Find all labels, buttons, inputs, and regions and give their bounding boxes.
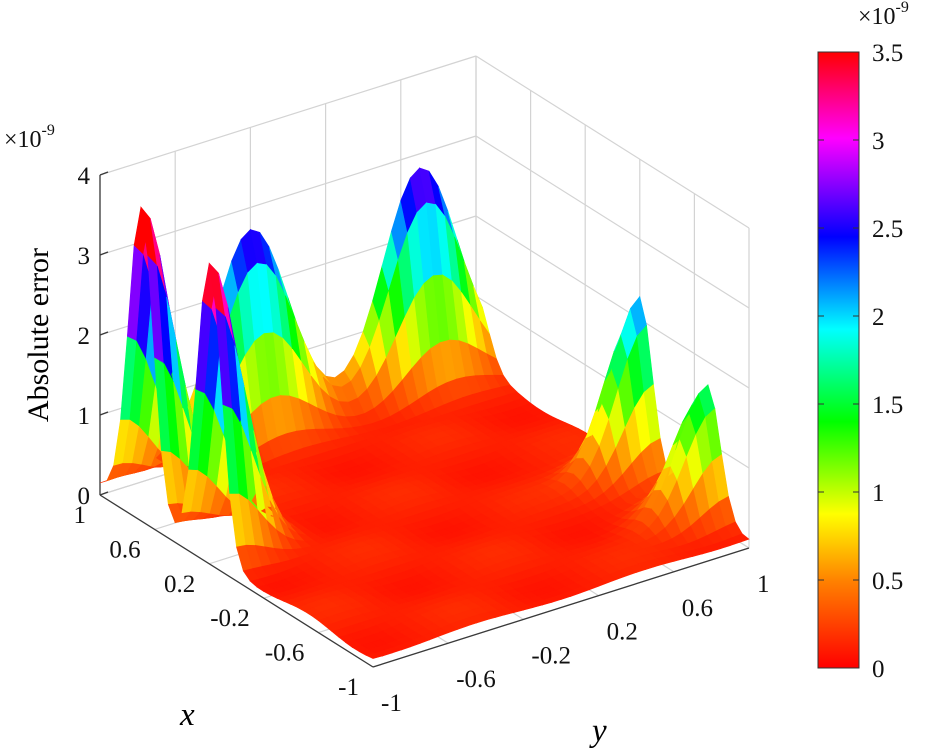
axis-frame <box>99 171 750 668</box>
z-tick-label: 4 <box>78 163 91 190</box>
colorbar-tick-label: 1 <box>872 480 885 507</box>
y-tick-label: -0.2 <box>531 642 571 669</box>
colorbar-tick-label: 2 <box>872 304 885 331</box>
x-tick-label: -1 <box>338 674 359 701</box>
colorbar-tick-label: 3.5 <box>872 40 903 67</box>
y-tick-label: 0.6 <box>682 595 713 622</box>
y-tick-labels: -1 -0.6 -0.2 0.2 0.6 1 <box>381 571 770 717</box>
grid-line <box>99 135 477 256</box>
colorbar-multiplier-label: ×10-9 <box>858 0 909 30</box>
z-tick-mark <box>99 171 109 176</box>
colorbar-tick-labels: 0 0.5 1 1.5 2 2.5 3 3.5 <box>818 40 903 683</box>
x-tick-label: 1 <box>74 502 87 529</box>
colorbar-tick-label: 2.5 <box>872 216 903 243</box>
error-surface <box>99 167 750 659</box>
y-tick-label: 0.2 <box>607 619 638 646</box>
colorbar-gradient <box>817 51 860 669</box>
y-tick-label: 1 <box>757 571 770 598</box>
colorbar-tick-label: 3 <box>872 128 885 155</box>
colorbar: 0 0.5 1 1.5 2 2.5 3 3.5 ×10-9 <box>817 0 909 683</box>
z-multiplier-label: ×10-9 <box>4 122 55 153</box>
colorbar-tick-label: 1.5 <box>872 392 903 419</box>
z-tick-mark <box>99 251 109 256</box>
z-tick-mark <box>99 491 109 496</box>
x-tick-label: 0.2 <box>164 571 195 598</box>
z-tick-mark <box>99 411 109 416</box>
grid-line <box>475 215 750 389</box>
x-tick-label: 0.6 <box>109 536 140 563</box>
y-tick-label: -1 <box>381 690 402 717</box>
z-tick-label: 0 <box>78 483 91 510</box>
x-axis-label: x <box>179 697 195 733</box>
grid-line <box>99 55 477 176</box>
z-tick-label: 2 <box>78 323 91 350</box>
axis-line <box>372 547 750 668</box>
z-tick-label: 3 <box>78 243 91 270</box>
axis-line <box>99 494 374 668</box>
y-tick-label: -0.6 <box>456 666 496 693</box>
surface-patch <box>732 533 750 543</box>
grid-line <box>475 135 750 309</box>
x-tick-labels: 1 0.6 0.2 -0.2 -0.6 -1 <box>74 502 360 701</box>
colorbar-tick-label: 0.5 <box>872 568 903 595</box>
x-tick-label: -0.6 <box>265 640 305 667</box>
z-axis-label: Absolute error <box>22 248 55 422</box>
y-axis-label: y <box>589 713 607 749</box>
x-tick-label: -0.2 <box>210 605 250 632</box>
z-tick-label: 1 <box>78 403 91 430</box>
grid-line <box>475 55 750 229</box>
z-tick-mark <box>99 331 109 336</box>
colorbar-tick-label: 0 <box>872 656 885 683</box>
z-tick-labels: 0 1 2 3 4 <box>78 163 91 510</box>
